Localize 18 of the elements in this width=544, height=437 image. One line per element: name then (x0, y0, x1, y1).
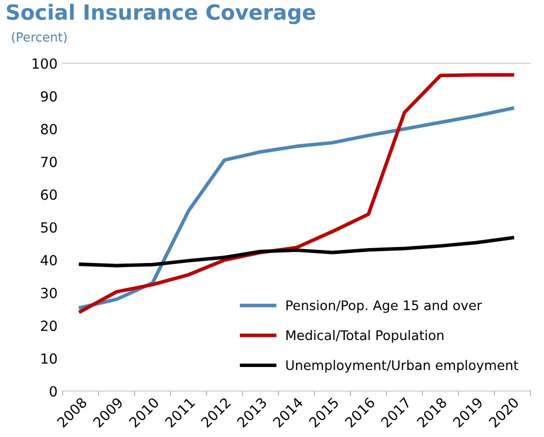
y-tick-label: 80 (40, 124, 57, 134)
y-tick-label: 90 (40, 91, 57, 102)
chart-title: Social Insurance Coverage (6, 4, 316, 24)
legend-label: Medical/Total Population (286, 330, 444, 343)
line-series (78, 236, 514, 268)
y-tick-label: 100 (32, 58, 57, 69)
legend-label: Pension/Pop. Age 15 and over (286, 300, 482, 313)
y-tick-label: 0 (50, 386, 57, 397)
line-series (78, 73, 514, 314)
y-tick-label: 30 (41, 288, 57, 298)
y-tick-label: 40 (40, 254, 57, 266)
chart-subtitle: (Percent) (12, 32, 67, 44)
y-tick-label: 60 (40, 189, 57, 200)
legend-label: Unemployment/Urban employment (286, 360, 518, 373)
y-tick-label: 70 (41, 156, 57, 168)
y-tick-label: 10 (42, 353, 57, 364)
y-tick-label: 50 (41, 222, 57, 233)
y-tick-label: 20 (41, 320, 57, 332)
